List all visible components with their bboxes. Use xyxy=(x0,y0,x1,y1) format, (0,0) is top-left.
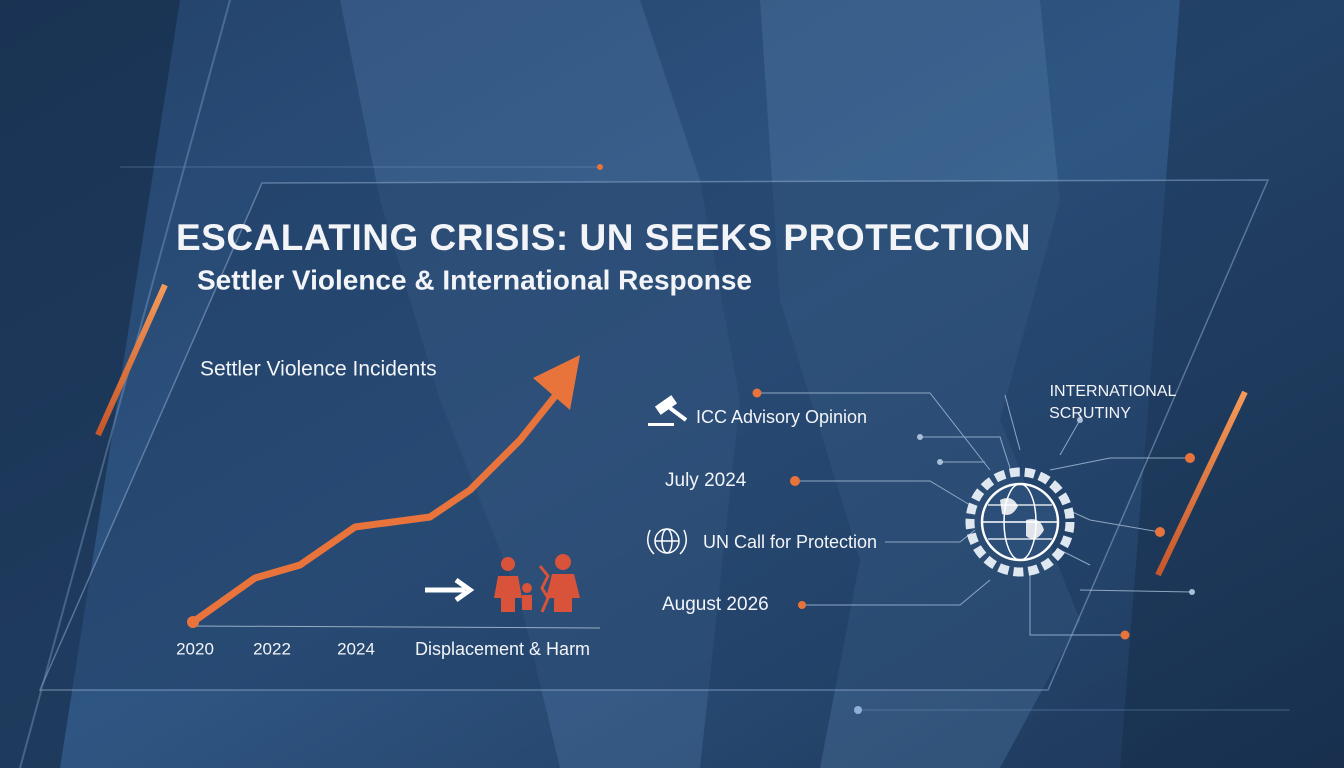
hub-label: SCRUTINY xyxy=(1049,405,1131,422)
panel xyxy=(38,179,1270,691)
year-label: 2020 xyxy=(176,639,214,658)
arrow-icon xyxy=(425,577,475,603)
un-icon xyxy=(647,528,687,555)
globe-hub xyxy=(965,467,1075,577)
baseline xyxy=(189,625,601,629)
timeline-label: July 2024 xyxy=(665,470,747,491)
year-label: 2022 xyxy=(253,639,291,658)
accent-bar xyxy=(95,283,168,437)
year-label: 2024 xyxy=(337,639,375,658)
connectors xyxy=(757,392,1193,636)
family-icon xyxy=(494,554,580,613)
timeline-label: ICC Advisory Opinion xyxy=(696,407,867,427)
trend-label: Settler Violence Incidents xyxy=(200,358,437,381)
accent-bar xyxy=(1155,390,1248,577)
hub-label: INTERNATIONAL xyxy=(1050,383,1177,400)
connector-dots xyxy=(752,388,1195,640)
trend-line xyxy=(190,392,559,625)
outcome-label: Displacement & Harm xyxy=(415,639,590,659)
subtitle: Settler Violence & International Respons… xyxy=(197,264,752,295)
connector-dots xyxy=(917,417,1195,595)
gavel-icon xyxy=(648,395,688,426)
decor-dot xyxy=(854,706,862,714)
timeline-label: August 2026 xyxy=(662,594,769,615)
title: ESCALATING CRISIS: UN SEEKS PROTECTION xyxy=(176,217,1031,258)
trend-arrow xyxy=(533,355,580,410)
map-shade xyxy=(0,0,180,768)
decor-dot xyxy=(597,164,603,170)
decor-line xyxy=(19,0,231,768)
timeline-label: UN Call for Protection xyxy=(703,532,877,552)
trend-start xyxy=(187,616,199,628)
